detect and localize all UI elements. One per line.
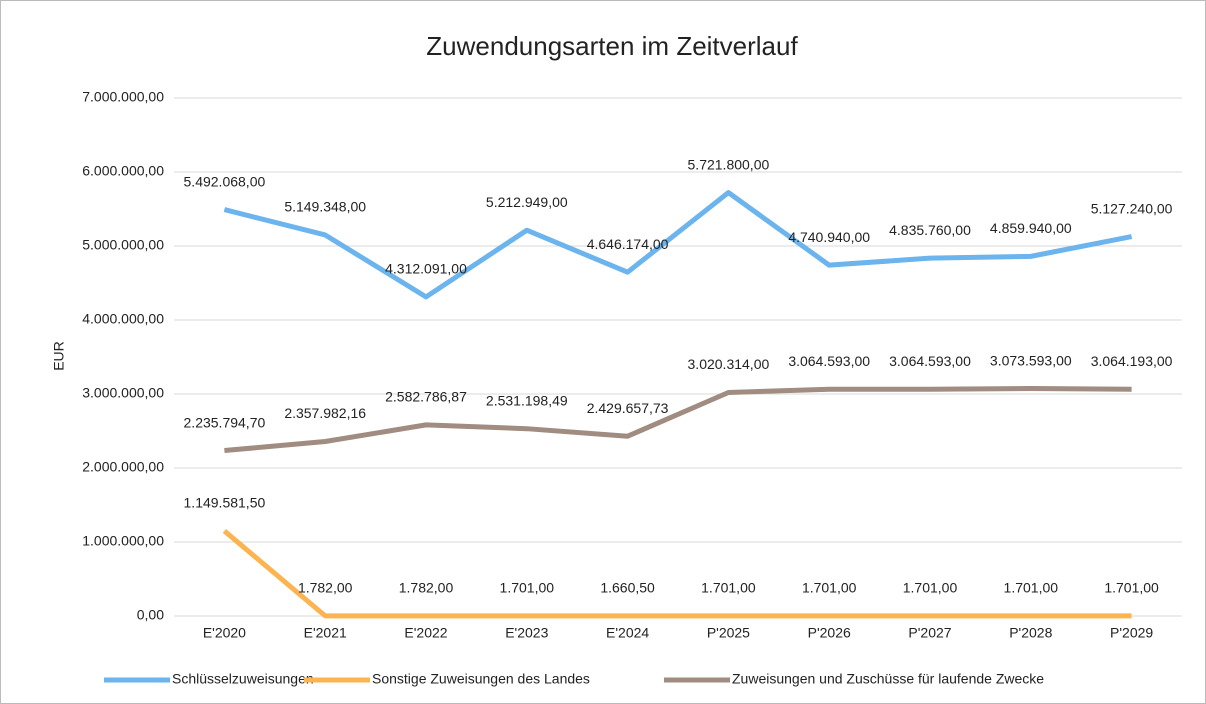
data-label: 5.149.348,00 xyxy=(284,199,366,215)
y-tick-label: 1.000.000,00 xyxy=(82,533,164,549)
data-label: 2.357.982,16 xyxy=(284,405,366,421)
series-line xyxy=(224,386,1132,454)
y-tick-label: 5.000.000,00 xyxy=(82,237,164,253)
data-label: 1.701,00 xyxy=(1104,580,1159,596)
x-tick-label: P'2029 xyxy=(1110,625,1153,641)
x-tick-label: E'2022 xyxy=(404,625,447,641)
data-label: 1.782,00 xyxy=(298,580,353,596)
data-label: 3.064.593,00 xyxy=(889,353,971,369)
x-tick-label: P'2025 xyxy=(707,625,750,641)
x-tick-label: P'2027 xyxy=(908,625,951,641)
y-tick-label: 4.000.000,00 xyxy=(82,311,164,327)
y-tick-label: 2.000.000,00 xyxy=(82,459,164,475)
data-label: 5.492.068,00 xyxy=(184,173,266,189)
data-label: 4.740.940,00 xyxy=(788,229,870,245)
data-label: 3.064.193,00 xyxy=(1091,353,1173,369)
y-tick-label: 3.000.000,00 xyxy=(82,385,164,401)
data-label: 1.701,00 xyxy=(802,580,857,596)
data-label: 1.701,00 xyxy=(1004,580,1059,596)
data-label: 1.149.581,50 xyxy=(184,495,266,511)
y-tick-label: 0,00 xyxy=(137,607,164,623)
x-tick-label: E'2021 xyxy=(304,625,347,641)
legend-label: Zuweisungen und Zuschüsse für laufende Z… xyxy=(732,671,1044,687)
y-tick-label: 6.000.000,00 xyxy=(82,163,164,179)
series-line xyxy=(223,190,1133,300)
data-label: 4.646.174,00 xyxy=(587,236,669,252)
x-tick-label: E'2024 xyxy=(606,625,649,641)
data-label: 1.701,00 xyxy=(903,580,958,596)
data-label: 2.582.786,87 xyxy=(385,389,467,405)
data-label: 5.212.949,00 xyxy=(486,194,568,210)
data-label: 5.127.240,00 xyxy=(1091,200,1173,216)
data-label: 5.721.800,00 xyxy=(688,156,770,172)
data-label: 4.835.760,00 xyxy=(889,222,971,238)
data-label: 4.859.940,00 xyxy=(990,220,1072,236)
x-tick-label: E'2020 xyxy=(203,625,246,641)
y-axis-label: EUR xyxy=(51,341,67,371)
data-label: 2.429.657,73 xyxy=(587,400,669,416)
data-label: 4.312.091,00 xyxy=(385,261,467,277)
x-tick-label: P'2026 xyxy=(808,625,851,641)
data-label: 1.701,00 xyxy=(500,580,555,596)
data-label: 1.782,00 xyxy=(399,580,454,596)
x-tick-label: E'2023 xyxy=(505,625,548,641)
chart-title: Zuwendungsarten im Zeitverlauf xyxy=(426,31,798,61)
y-tick-label: 7.000.000,00 xyxy=(82,89,164,105)
data-label: 3.064.593,00 xyxy=(788,353,870,369)
data-label: 1.701,00 xyxy=(701,580,756,596)
legend-label: Sonstige Zuweisungen des Landes xyxy=(372,671,590,687)
data-label: 2.531.198,49 xyxy=(486,392,568,408)
x-tick-label: P'2028 xyxy=(1009,625,1052,641)
data-label: 1.660,50 xyxy=(600,580,655,596)
data-label: 3.020.314,00 xyxy=(688,356,770,372)
series-line xyxy=(222,529,1132,619)
data-label: 3.073.593,00 xyxy=(990,352,1072,368)
legend-label: Schlüsselzuweisungen xyxy=(172,671,314,687)
data-label: 2.235.794,70 xyxy=(184,414,266,430)
